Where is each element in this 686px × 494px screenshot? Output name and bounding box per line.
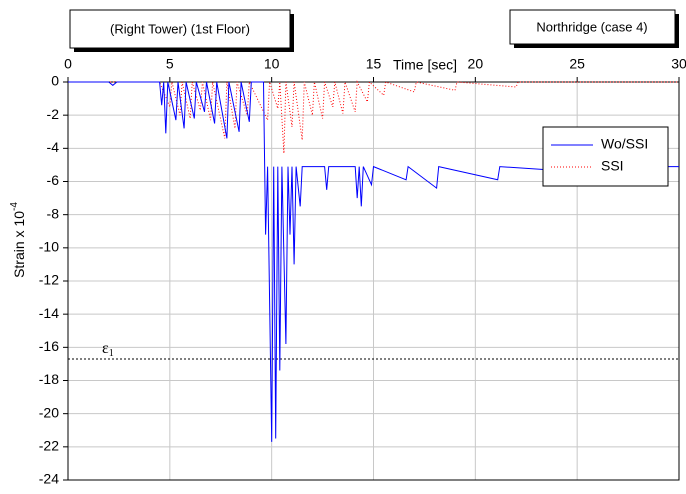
y-tick-label: -24 [39,471,59,487]
legend-label: SSI [601,158,624,174]
subtitle-box [509,9,676,45]
y-tick-label: -6 [47,172,60,188]
chart-subtitle: Northridge (case 4) [536,19,647,34]
y-tick-label: -10 [39,239,59,255]
x-tick-label: 20 [468,56,484,72]
legend-label: Wo/SSI [601,136,648,152]
legend-box [542,126,669,187]
y-axis-title-base: Strain x 10 [11,211,27,278]
x-tick-label: 15 [366,56,382,72]
y-tick-label: -2 [47,106,60,122]
annotation-symbol: ε [102,340,109,357]
y-tick-label: -16 [39,338,59,354]
chart-title: (Right Tower) (1st Floor) [110,21,250,36]
y-tick-label: -4 [47,139,60,155]
series-line [68,81,679,442]
y-axis-title-exponent: -4 [9,202,20,211]
y-tick-label: 0 [51,73,59,89]
x-tick-label: 30 [671,56,686,72]
x-tick-label: 25 [569,56,585,72]
x-tick-label: 0 [64,56,72,72]
y-tick-label: -22 [39,438,59,454]
x-tick-label: 5 [166,56,174,72]
y-axis-title: Strain x 10-4 [9,202,27,278]
y-tick-label: -20 [39,404,59,420]
x-tick-label: 10 [264,56,280,72]
plot-frame [67,81,680,481]
y-tick-label: -18 [39,371,59,387]
y-tick-label: -14 [39,305,59,321]
x-axis-title: Time [sec] [393,57,457,73]
annotation: ε1 [102,340,114,360]
y-tick-label: -12 [39,272,59,288]
annotation-subscript: 1 [109,348,114,359]
title-box [69,9,291,49]
y-tick-label: -8 [47,205,60,221]
